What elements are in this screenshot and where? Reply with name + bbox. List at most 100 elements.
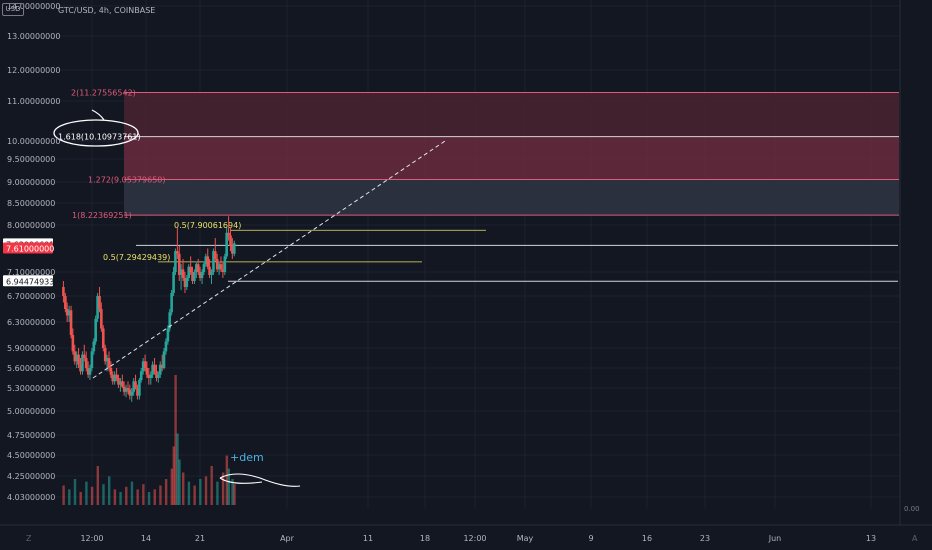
volume-bar (231, 479, 234, 505)
candle-body (221, 269, 225, 272)
volume-bar (187, 481, 191, 505)
volume-bar (153, 489, 156, 505)
volume-bar (174, 375, 177, 505)
volume-bar (90, 486, 94, 505)
volume-bar (216, 481, 219, 505)
candle-body (84, 358, 88, 368)
y-tick-label: 6.70000000 (7, 292, 55, 301)
candle-body (172, 272, 175, 293)
volume-bar (142, 484, 145, 505)
candle-body (204, 256, 208, 265)
candle-body (100, 309, 103, 329)
candle-body (130, 391, 134, 396)
candle-body (82, 354, 86, 358)
candle-body (64, 296, 67, 309)
fib-label: 1.272(9.05379650) (88, 176, 166, 185)
x-tick-label: Jun (768, 534, 782, 543)
hand-drawn-squiggle (219, 473, 301, 487)
volume-bar (130, 481, 134, 505)
x-tick-label: 11 (363, 534, 373, 543)
candle-body (77, 354, 80, 365)
y-tick-label: 10.00000000 (7, 137, 60, 146)
candle-body (136, 388, 139, 396)
candle-body (121, 381, 124, 387)
x-tick-label: Apr (280, 534, 295, 543)
currency-badge[interactable]: USD (2, 3, 24, 16)
candle-body (153, 364, 156, 372)
volume-bar (85, 481, 88, 505)
volume-bar (193, 485, 196, 505)
y-tick-label: 11.00000000 (7, 97, 60, 106)
candle-body (81, 354, 84, 372)
y-tick-label: 5.00000000 (7, 407, 55, 416)
candle-body (138, 380, 141, 396)
fib-label: 1.618(10.10973761) (58, 133, 141, 142)
candle-body (164, 341, 168, 352)
candle-body (98, 296, 101, 309)
fib-label: 2(11.27556542) (71, 88, 136, 97)
y-tick-label: 9.00000000 (7, 178, 55, 187)
candle-body (170, 293, 173, 313)
x-tick-label: 13 (866, 534, 876, 543)
x-tick-label: 12:00 (463, 534, 486, 543)
candle-body (115, 374, 118, 378)
y-tick-label: 12.00000000 (7, 66, 60, 75)
candle-body (227, 232, 230, 236)
y-tick-label: 4.03000000 (7, 493, 55, 502)
candle-body (223, 256, 227, 272)
volume-bar (79, 492, 82, 505)
candle-body (189, 266, 192, 272)
x-tick-label: 12:00 (80, 534, 103, 543)
candle-body (157, 374, 160, 378)
candle-body (198, 272, 202, 278)
y-tick-label: 13.00000000 (7, 32, 60, 41)
candle-body (88, 368, 92, 375)
candle-body (132, 381, 136, 392)
candle-body (151, 364, 154, 375)
candle-body (200, 272, 204, 278)
volume-bar (178, 459, 181, 505)
retracement-label: 0.5(7.90061694) (174, 221, 241, 230)
candle-body (141, 361, 145, 372)
y-tick-label: 14.00000000 (7, 2, 60, 11)
candle-body (166, 328, 170, 342)
candle-body (145, 368, 149, 375)
candle-body (134, 381, 137, 388)
volume-bar (176, 433, 179, 505)
candle-body (174, 251, 177, 272)
candle-body (79, 364, 82, 372)
hand-drawn-tick (91, 109, 105, 121)
candle-body (195, 264, 198, 272)
candle-body (128, 389, 132, 396)
y-tick-label: 9.50000000 (7, 155, 55, 164)
candle-body (143, 361, 147, 368)
y-tick-label: 5.90000000 (7, 344, 55, 353)
price-label: 7.61000000 (6, 245, 54, 254)
candle-body (117, 378, 120, 385)
volume-bar (147, 492, 151, 505)
candle-body (179, 269, 183, 275)
fib-label: 1(8.22369251) (72, 211, 132, 220)
volume-bar (204, 476, 208, 505)
candle-body (71, 335, 75, 352)
x-tick-label: 23 (700, 534, 710, 543)
candle-body (111, 374, 115, 382)
y-tick-label: 5.60000000 (7, 364, 55, 373)
candle-body (208, 266, 211, 275)
volume-bar (73, 479, 77, 505)
candle-body (119, 381, 122, 385)
candle-body (86, 368, 90, 375)
auto-scale-left-button[interactable]: Z (26, 534, 32, 543)
candle-body (162, 351, 166, 368)
x-tick-label: 16 (642, 534, 652, 543)
candle-body (113, 374, 116, 382)
volume-bar (233, 484, 236, 505)
volume-bar (136, 489, 139, 505)
volume-axis-label: 0.00 (904, 505, 920, 513)
candle-body (101, 328, 105, 348)
candle-body (212, 251, 215, 272)
auto-scale-right-button[interactable]: A (912, 534, 918, 543)
candle-body (155, 371, 158, 378)
y-tick-label: 7.10000000 (7, 268, 55, 277)
